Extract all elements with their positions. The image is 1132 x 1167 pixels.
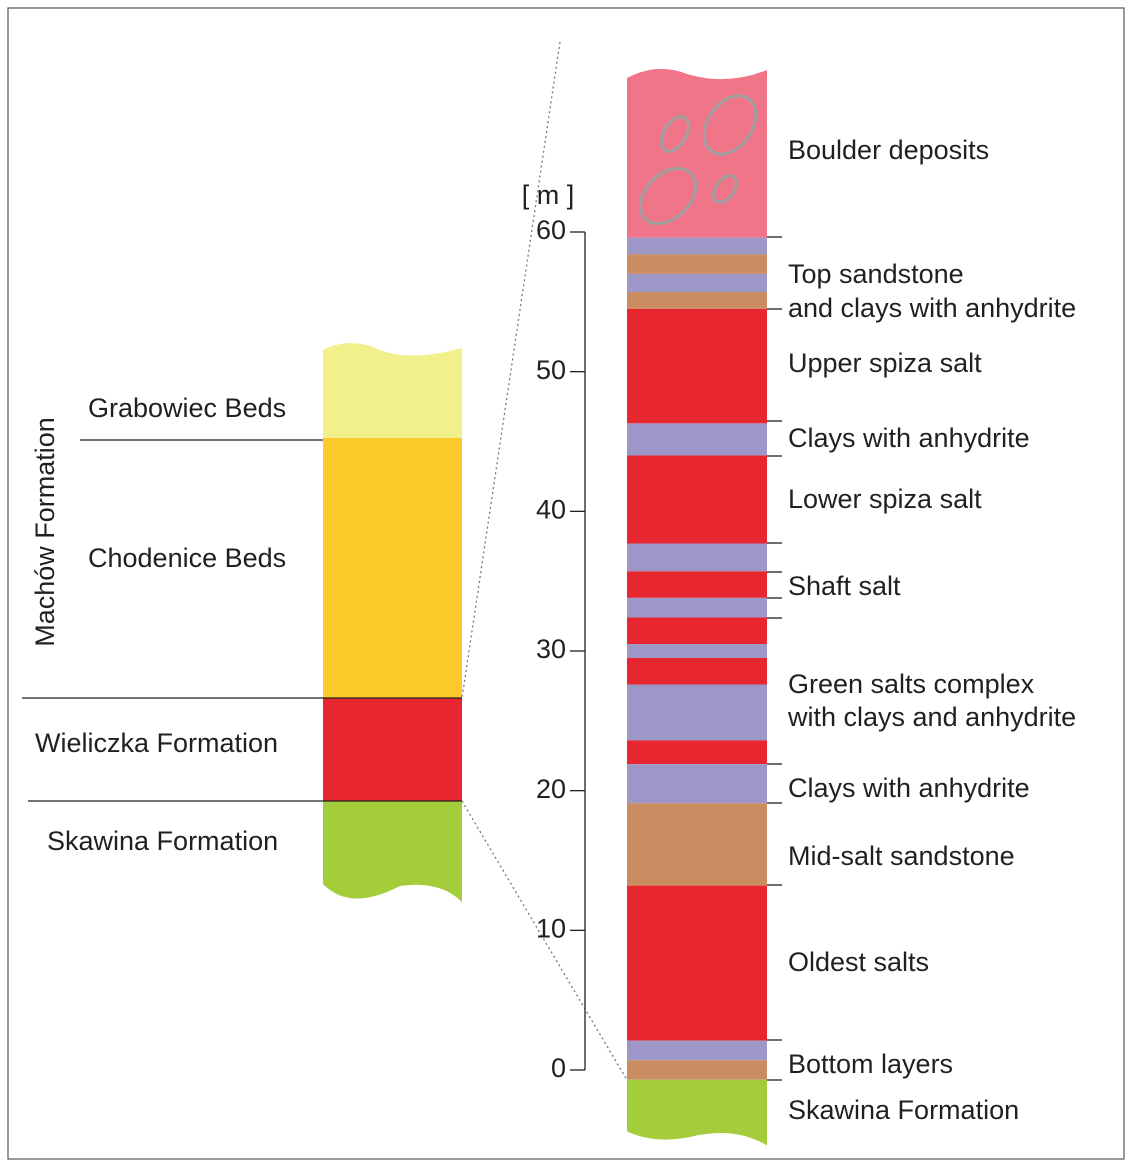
layer-label: Clays with anhydrite (788, 773, 1030, 803)
skawina-layer (323, 801, 462, 902)
scale-tick-label: 20 (536, 774, 566, 804)
layer (627, 644, 767, 658)
chodenice-layer (323, 438, 462, 698)
diagram: Machów Formation Grabowiec Beds Chodenic… (0, 0, 1132, 1167)
layer (627, 803, 767, 885)
layer (627, 617, 767, 644)
layer-label: Top sandstone (788, 259, 964, 289)
layer (627, 1060, 767, 1080)
scale-tick-label: 30 (536, 634, 566, 664)
layer (627, 1041, 767, 1061)
layer-label: Upper spiza salt (788, 348, 982, 378)
group-label: Machów Formation (30, 417, 60, 647)
layer-label: Lower spiza salt (788, 484, 982, 514)
layer-label: Clays with anhydrite (788, 423, 1030, 453)
unit-label: Skawina Formation (47, 826, 278, 856)
layer-label: Bottom layers (788, 1049, 953, 1079)
layer (627, 274, 767, 292)
scale-tick-label: 60 (536, 215, 566, 245)
layer (627, 455, 767, 543)
scale-tick-label: 50 (536, 355, 566, 385)
layer (627, 571, 767, 598)
layer (627, 292, 767, 309)
layer (627, 543, 767, 571)
column (627, 69, 767, 1146)
scale-unit: [ m ] (522, 180, 575, 210)
layer-label: Shaft salt (788, 571, 901, 601)
layer-label: with clays and anhydrite (787, 702, 1076, 732)
layer (627, 423, 767, 455)
unit-label: Grabowiec Beds (88, 393, 286, 423)
layer (627, 886, 767, 1041)
layer (627, 598, 767, 618)
layer-label: and clays with anhydrite (788, 293, 1076, 323)
layer-label: Green salts complex (788, 669, 1035, 699)
layer-label: Mid-salt sandstone (788, 841, 1015, 871)
layer (627, 658, 767, 685)
label-ticks (767, 237, 782, 1080)
scale-tick-label: 40 (536, 494, 566, 524)
layer (627, 309, 767, 424)
layer (627, 764, 767, 803)
layer (627, 740, 767, 764)
layer (627, 1080, 767, 1146)
layer (627, 254, 767, 274)
layer-label: Boulder deposits (788, 135, 989, 165)
unit-label: Chodenice Beds (88, 543, 286, 573)
scale-tick-label: 10 (536, 913, 566, 943)
scale-tick-label: 0 (551, 1053, 566, 1083)
grabowiec-layer (323, 343, 462, 438)
unit-label: Wieliczka Formation (35, 728, 278, 758)
layer (627, 238, 767, 255)
wieliczka-layer (323, 698, 462, 801)
layer-label: Oldest salts (788, 947, 929, 977)
layer-label: Skawina Formation (788, 1095, 1019, 1125)
layer (627, 69, 767, 238)
layer (627, 685, 767, 741)
